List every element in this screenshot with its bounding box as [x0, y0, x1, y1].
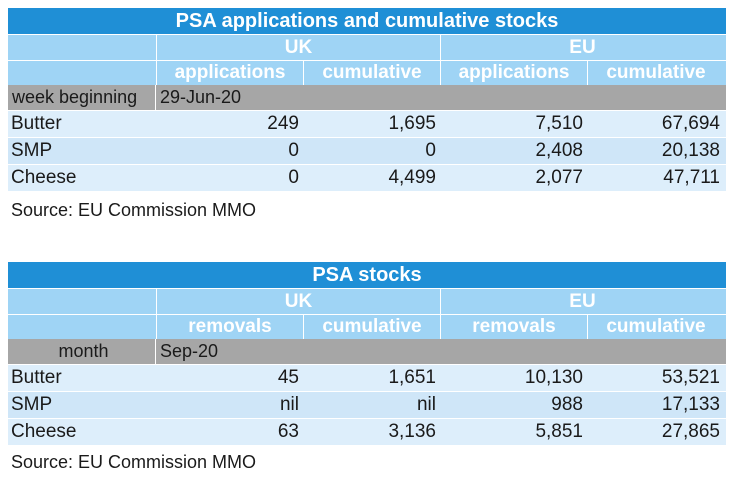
table-row: SMP nil nil 988 17,133: [8, 391, 726, 418]
group-header-row: UK EU: [8, 35, 726, 60]
table-cell: 17,133: [661, 394, 720, 415]
table-cell: 0: [425, 140, 436, 161]
meta-value: Sep-20: [160, 341, 219, 361]
source-note: Source: EU Commission MMO: [11, 200, 257, 220]
group-header-eu: EU: [440, 289, 724, 314]
header-blank: [8, 289, 156, 314]
table-title: PSA applications and cumulative stocks: [8, 8, 726, 35]
table-cell: 2,408: [535, 140, 583, 161]
stocks-table: PSA stocks UK EU removals cumulative rem…: [8, 262, 726, 445]
table-cell: 988: [551, 394, 583, 415]
table-row: Cheese 63 3,136 5,851 27,865: [8, 418, 726, 445]
table-cell: 2,077: [535, 167, 583, 188]
table-cell: 67,694: [661, 113, 720, 134]
table-row: Cheese 0 4,499 2,077 47,711: [8, 164, 726, 191]
applications-table: PSA applications and cumulative stocks U…: [8, 8, 726, 191]
column-header: cumulative: [587, 61, 724, 85]
table-cell: 27,865: [661, 421, 720, 442]
table-row: Butter 249 1,695 7,510 67,694: [8, 110, 726, 137]
table-row: Butter 45 1,651 10,130 53,521: [8, 364, 726, 391]
header-blank: [8, 61, 156, 85]
row-label: Cheese: [11, 421, 77, 442]
row-label: Cheese: [11, 167, 77, 188]
column-header: cumulative: [587, 315, 724, 339]
subheader-row: applications cumulative applications cum…: [8, 60, 726, 85]
table-cell: 45: [277, 367, 299, 388]
table-cell: 0: [288, 140, 299, 161]
meta-row: month Sep-20: [8, 339, 726, 364]
group-header-row: UK EU: [8, 289, 726, 314]
table-cell: nil: [416, 394, 436, 415]
meta-label: month: [8, 339, 156, 364]
table-cell: 249: [267, 113, 299, 134]
table-cell: 20,138: [661, 140, 720, 161]
table-cell: 4,499: [388, 167, 436, 188]
table-cell: nil: [279, 394, 299, 415]
column-header: applications: [156, 61, 303, 85]
table-cell: 53,521: [661, 367, 720, 388]
table-cell: 3,136: [388, 421, 436, 442]
source-note: Source: EU Commission MMO: [11, 452, 257, 472]
row-label: Butter: [11, 367, 62, 388]
table-cell: 47,711: [663, 167, 720, 188]
row-label: Butter: [11, 113, 62, 134]
table-row: SMP 0 0 2,408 20,138: [8, 137, 726, 164]
table-cell: 63: [277, 421, 299, 442]
table-cell: 5,851: [535, 421, 583, 442]
group-header-eu: EU: [440, 35, 724, 60]
column-header: cumulative: [303, 61, 440, 85]
table-cell: 7,510: [535, 113, 583, 134]
meta-label: week beginning: [8, 85, 156, 110]
table-cell: 10,130: [524, 367, 583, 388]
column-header: removals: [440, 315, 587, 339]
subheader-row: removals cumulative removals cumulative: [8, 314, 726, 339]
meta-row: week beginning 29-Jun-20: [8, 85, 726, 110]
row-label: SMP: [11, 394, 53, 415]
column-header: applications: [440, 61, 587, 85]
table-title: PSA stocks: [8, 262, 726, 289]
group-header-uk: UK: [156, 35, 440, 60]
row-label: SMP: [11, 140, 53, 161]
table-cell: 0: [288, 167, 299, 188]
table-cell: 1,651: [388, 367, 436, 388]
header-blank: [8, 35, 156, 60]
column-header: cumulative: [303, 315, 440, 339]
table-cell: 1,695: [388, 113, 436, 134]
group-header-uk: UK: [156, 289, 440, 314]
column-header: removals: [156, 315, 303, 339]
meta-value: 29-Jun-20: [160, 87, 242, 107]
header-blank: [8, 315, 156, 339]
